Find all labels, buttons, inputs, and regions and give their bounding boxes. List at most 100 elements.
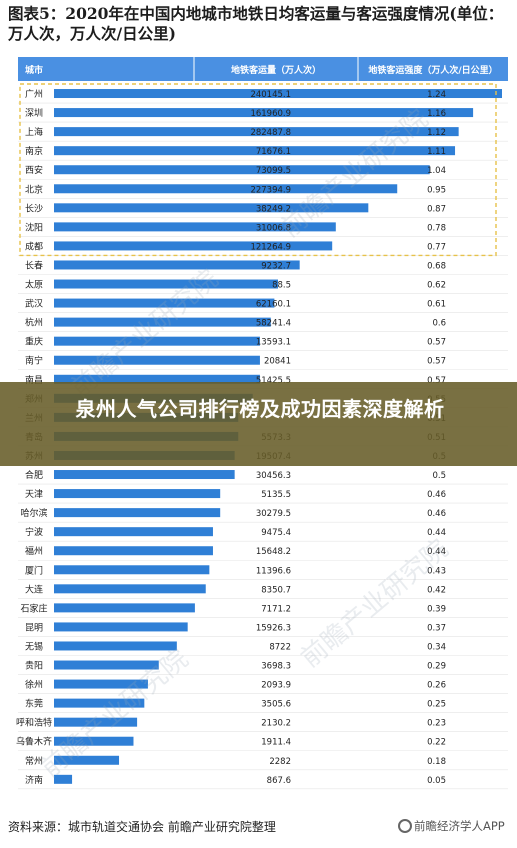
city-label: 福州 <box>25 545 43 557</box>
intensity-label: 1.16 <box>427 109 446 119</box>
table-header-bg <box>18 57 508 81</box>
intensity-bar <box>54 374 260 384</box>
intensity-bar <box>54 508 221 518</box>
volume-label: 8350.7 <box>261 585 291 595</box>
intensity-label: 0.44 <box>427 547 446 557</box>
intensity-label: 0.6 <box>432 319 446 329</box>
volume-label: 30456.3 <box>256 471 291 481</box>
intensity-bar <box>54 279 278 289</box>
logo-circle-icon <box>398 819 412 833</box>
intensity-bar <box>54 565 210 575</box>
intensity-label: 0.46 <box>427 490 446 500</box>
intensity-label: 1.24 <box>427 90 446 100</box>
intensity-label: 0.62 <box>427 281 446 291</box>
intensity-label: 0.57 <box>427 376 446 386</box>
volume-label: 227394.9 <box>250 185 291 195</box>
city-label: 长沙 <box>25 202 43 214</box>
highlight-box <box>19 83 497 257</box>
city-label: 深圳 <box>25 108 43 119</box>
volume-label: 1911.4 <box>261 738 291 748</box>
intensity-bar <box>54 603 195 613</box>
intensity-bar <box>54 260 300 270</box>
intensity-label: 0.78 <box>427 223 446 233</box>
city-label: 哈尔滨 <box>20 507 47 519</box>
column-header: 地铁客运强度（万人次/日公里） <box>368 64 497 76</box>
volume-label: 31006.8 <box>256 223 291 233</box>
city-label: 宁波 <box>25 526 43 538</box>
city-label: 南京 <box>25 145 43 157</box>
chart-title: 图表5：2020年在中国内地城市地铁日均客运量与客运强度情况(单位：万人次，万人… <box>8 4 504 43</box>
logo-text: 前瞻经济学人APP <box>414 819 505 833</box>
volume-label: 9232.7 <box>261 261 291 271</box>
intensity-bar <box>54 298 275 308</box>
intensity-bar <box>54 717 138 727</box>
city-label: 广州 <box>25 88 43 100</box>
intensity-bar <box>54 127 459 137</box>
intensity-bar <box>54 336 260 346</box>
city-label: 沈阳 <box>25 221 43 233</box>
volume-label: 121264.9 <box>250 242 291 252</box>
intensity-bar <box>54 89 502 99</box>
intensity-bar <box>54 660 159 670</box>
intensity-label: 0.5 <box>432 471 446 481</box>
intensity-label: 0.22 <box>427 738 446 748</box>
source-note: 资料来源：城市轨道交通协会 前瞻产业研究院整理 <box>8 820 276 834</box>
volume-label: 5135.5 <box>261 490 291 500</box>
intensity-label: 0.61 <box>427 300 446 310</box>
intensity-label: 1.04 <box>427 166 446 176</box>
intensity-bar <box>54 241 333 251</box>
intensity-bar <box>54 146 456 156</box>
volume-label: 30279.5 <box>256 509 291 519</box>
city-label: 石家庄 <box>20 602 47 614</box>
intensity-label: 0.42 <box>427 585 446 595</box>
volume-label: 13593.1 <box>256 338 291 348</box>
volume-label: 867.6 <box>267 776 291 786</box>
volume-label: 62160.1 <box>256 300 291 310</box>
intensity-label: 1.11 <box>427 147 446 157</box>
intensity-bar <box>54 470 235 480</box>
city-label: 贵阳 <box>25 660 43 672</box>
volume-label: 161960.9 <box>250 109 291 119</box>
volume-label: 15648.2 <box>256 547 291 557</box>
city-label: 武汉 <box>25 298 43 310</box>
volume-label: 7171.2 <box>261 604 291 614</box>
city-label: 重庆 <box>25 336 43 348</box>
intensity-label: 0.29 <box>427 662 446 672</box>
volume-label: 38249.2 <box>256 204 291 214</box>
city-label: 合肥 <box>25 469 43 481</box>
intensity-label: 0.46 <box>427 509 446 519</box>
intensity-bar <box>54 622 188 632</box>
city-label: 徐州 <box>25 679 43 691</box>
intensity-bar <box>54 165 430 175</box>
city-label: 昆明 <box>25 622 43 633</box>
volume-label: 8722 <box>269 642 291 652</box>
volume-label: 3505.6 <box>261 700 291 710</box>
intensity-bar <box>54 679 148 689</box>
intensity-bar <box>54 489 221 499</box>
intensity-label: 0.43 <box>427 566 446 576</box>
intensity-bar <box>54 546 213 556</box>
volume-label: 2130.2 <box>261 719 291 729</box>
city-label: 乌鲁木齐 <box>16 736 52 748</box>
volume-label: 20841 <box>264 357 291 367</box>
intensity-label: 0.39 <box>427 604 446 614</box>
volume-label: 2282 <box>269 757 291 767</box>
city-label: 成都 <box>25 240 43 252</box>
volume-label: 9475.4 <box>261 528 291 538</box>
volume-label: 71676.1 <box>256 147 291 157</box>
intensity-bar <box>54 108 474 118</box>
volume-label: 282487.8 <box>250 128 291 138</box>
intensity-bar <box>54 317 271 327</box>
intensity-label: 0.26 <box>427 681 446 691</box>
volume-label: 11396.6 <box>256 566 291 576</box>
city-label: 长春 <box>25 259 43 271</box>
intensity-label: 0.37 <box>427 623 446 633</box>
article-title-banner: 泉州人气公司排行榜及成功因素深度解析 <box>0 382 517 466</box>
city-label: 大连 <box>25 583 43 595</box>
city-label: 济南 <box>25 774 43 786</box>
volume-label: 3698.3 <box>261 662 291 672</box>
city-label: 呼和浩特 <box>16 717 52 729</box>
column-header: 地铁客运量（万人次） <box>231 64 321 76</box>
city-label: 北京 <box>25 183 43 195</box>
intensity-label: 0.68 <box>427 261 446 271</box>
